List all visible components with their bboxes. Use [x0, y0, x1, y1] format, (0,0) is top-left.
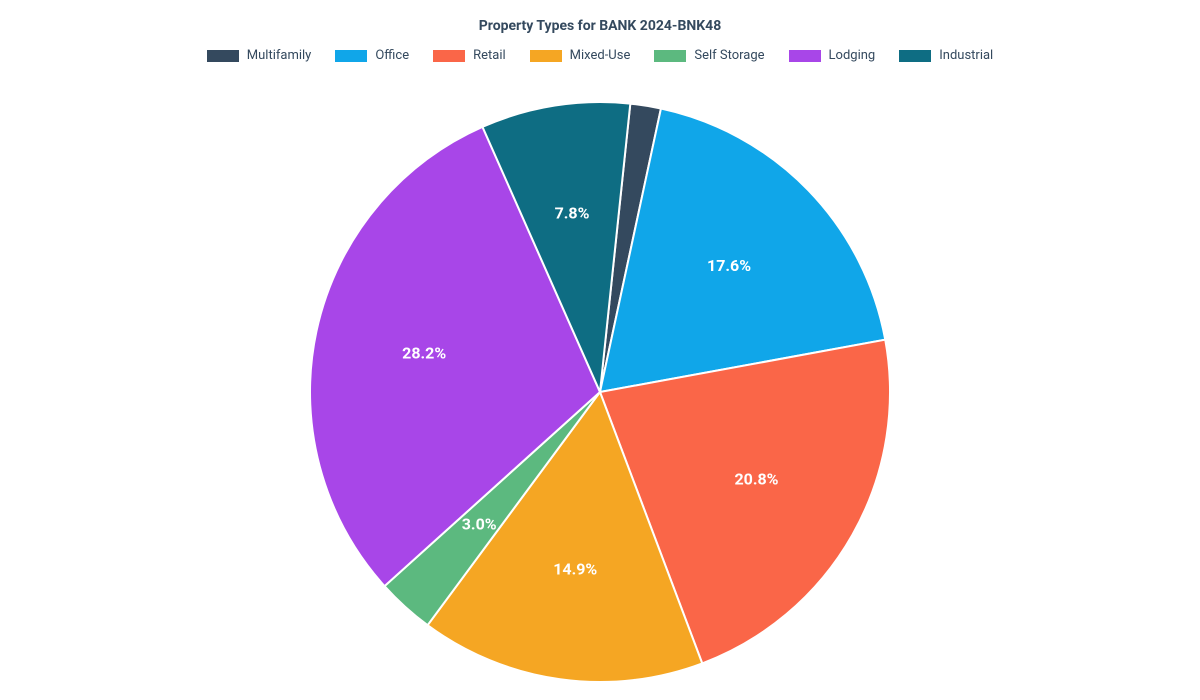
legend-swatch — [654, 50, 686, 62]
legend-label: Self Storage — [694, 48, 764, 63]
legend-item[interactable]: Office — [335, 48, 409, 63]
chart-container: Property Types for BANK 2024-BNK48 Multi… — [0, 0, 1200, 700]
legend-swatch — [899, 50, 931, 62]
chart-title: Property Types for BANK 2024-BNK48 — [0, 0, 1200, 34]
chart-legend: Multifamily Office Retail Mixed-Use Self Sto… — [0, 48, 1200, 63]
legend-label: Retail — [473, 48, 506, 63]
slice-label: 20.8% — [735, 470, 779, 489]
slice-label: 28.2% — [402, 344, 446, 363]
legend-label: Mixed-Use — [570, 48, 631, 63]
legend-label: Multifamily — [247, 48, 312, 63]
slice-label: 7.8% — [555, 204, 590, 223]
legend-item[interactable]: Multifamily — [207, 48, 312, 63]
slice-label: 17.6% — [707, 256, 751, 275]
legend-item[interactable]: Retail — [433, 48, 506, 63]
legend-swatch — [207, 50, 239, 62]
legend-label: Office — [375, 48, 409, 63]
legend-label: Lodging — [829, 48, 876, 63]
legend-item[interactable]: Self Storage — [654, 48, 764, 63]
legend-swatch — [530, 50, 562, 62]
pie-chart: 17.6% 20.8% 14.9% 3.0% 28.2% 7.8% — [300, 92, 900, 692]
legend-item[interactable]: Lodging — [789, 48, 876, 63]
legend-label: Industrial — [939, 48, 993, 63]
slice-label: 14.9% — [553, 559, 597, 578]
legend-swatch — [789, 50, 821, 62]
legend-swatch — [433, 50, 465, 62]
legend-item[interactable]: Industrial — [899, 48, 993, 63]
legend-swatch — [335, 50, 367, 62]
legend-item[interactable]: Mixed-Use — [530, 48, 631, 63]
slice-label: 3.0% — [462, 514, 497, 533]
